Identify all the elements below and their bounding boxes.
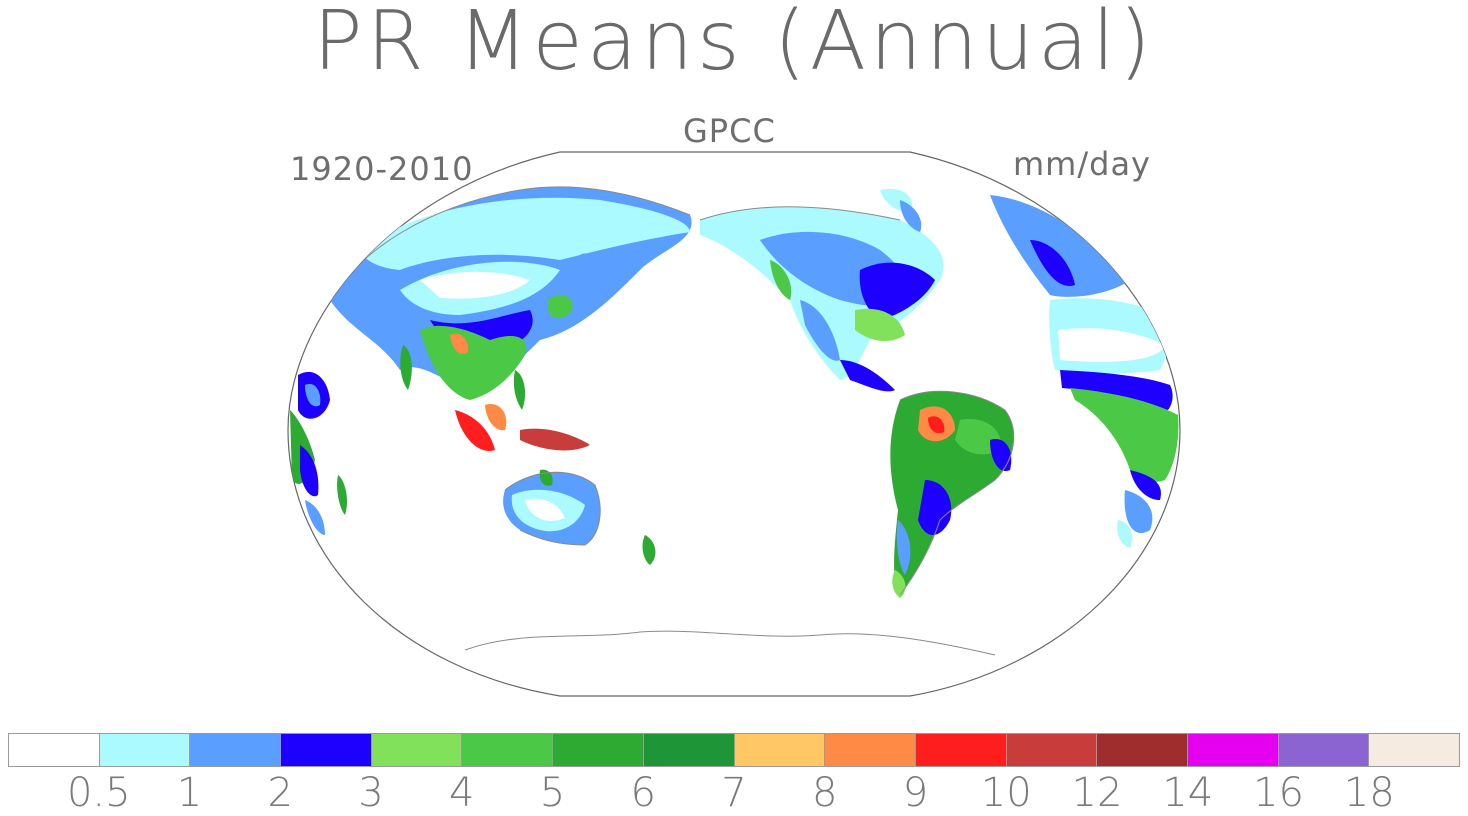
colorbar-swatch (643, 734, 735, 766)
colorbar-tick-label: 10 (980, 770, 1032, 816)
colorbar-tick-label: 7 (721, 770, 747, 816)
africa-europe-landmass (990, 195, 1179, 548)
colorbar-tick-label: 8 (812, 770, 838, 816)
colorbar-swatch (734, 734, 826, 766)
colorbar-swatch (99, 734, 191, 766)
colorbar-swatch (1278, 734, 1370, 766)
colorbar-swatch (915, 734, 1007, 766)
colorbar-swatch (371, 734, 463, 766)
colorbar-swatch (553, 734, 644, 766)
colorbar (8, 733, 1460, 767)
colorbar-tick-label: 6 (630, 770, 656, 816)
colorbar-swatch (1369, 734, 1459, 766)
colorbar-swatch (1006, 734, 1098, 766)
east-asia-islands (455, 253, 592, 451)
eurasia-landmass (290, 186, 692, 535)
colorbar-swatch (825, 734, 916, 766)
colorbar-tick-label: 14 (1162, 770, 1214, 816)
colorbar-swatch (1187, 734, 1279, 766)
colorbar-tick-label: 5 (539, 770, 566, 816)
colorbar-tick-label: 0.5 (66, 770, 131, 816)
colorbar-swatch (1097, 734, 1188, 766)
north-america-landmass (700, 188, 944, 392)
south-america-landmass (890, 391, 1014, 598)
units-label: mm/day (1013, 145, 1151, 183)
colorbar-swatch (281, 734, 372, 766)
colorbar-tick-label: 18 (1343, 770, 1395, 816)
colorbar-tick-label: 9 (902, 770, 929, 816)
colorbar-tick-label: 4 (449, 770, 475, 816)
colorbar-tick-label: 12 (1071, 770, 1123, 816)
period-label: 1920-2010 (290, 150, 474, 188)
colorbar-swatch (190, 734, 282, 766)
colorbar-tick-label: 16 (1253, 770, 1304, 816)
colorbar-swatch (462, 734, 554, 766)
map-title: PR Means (Annual) (313, 0, 1155, 89)
colorbar-swatch (9, 734, 100, 766)
colorbar-tick-label: 3 (358, 770, 384, 816)
colorbar-tick-label: 2 (267, 770, 293, 816)
australia-landmass (503, 469, 656, 565)
antarctica-coastline (464, 630, 996, 656)
dataset-label: GPCC (683, 112, 776, 150)
colorbar-tick-label: 1 (176, 770, 203, 816)
